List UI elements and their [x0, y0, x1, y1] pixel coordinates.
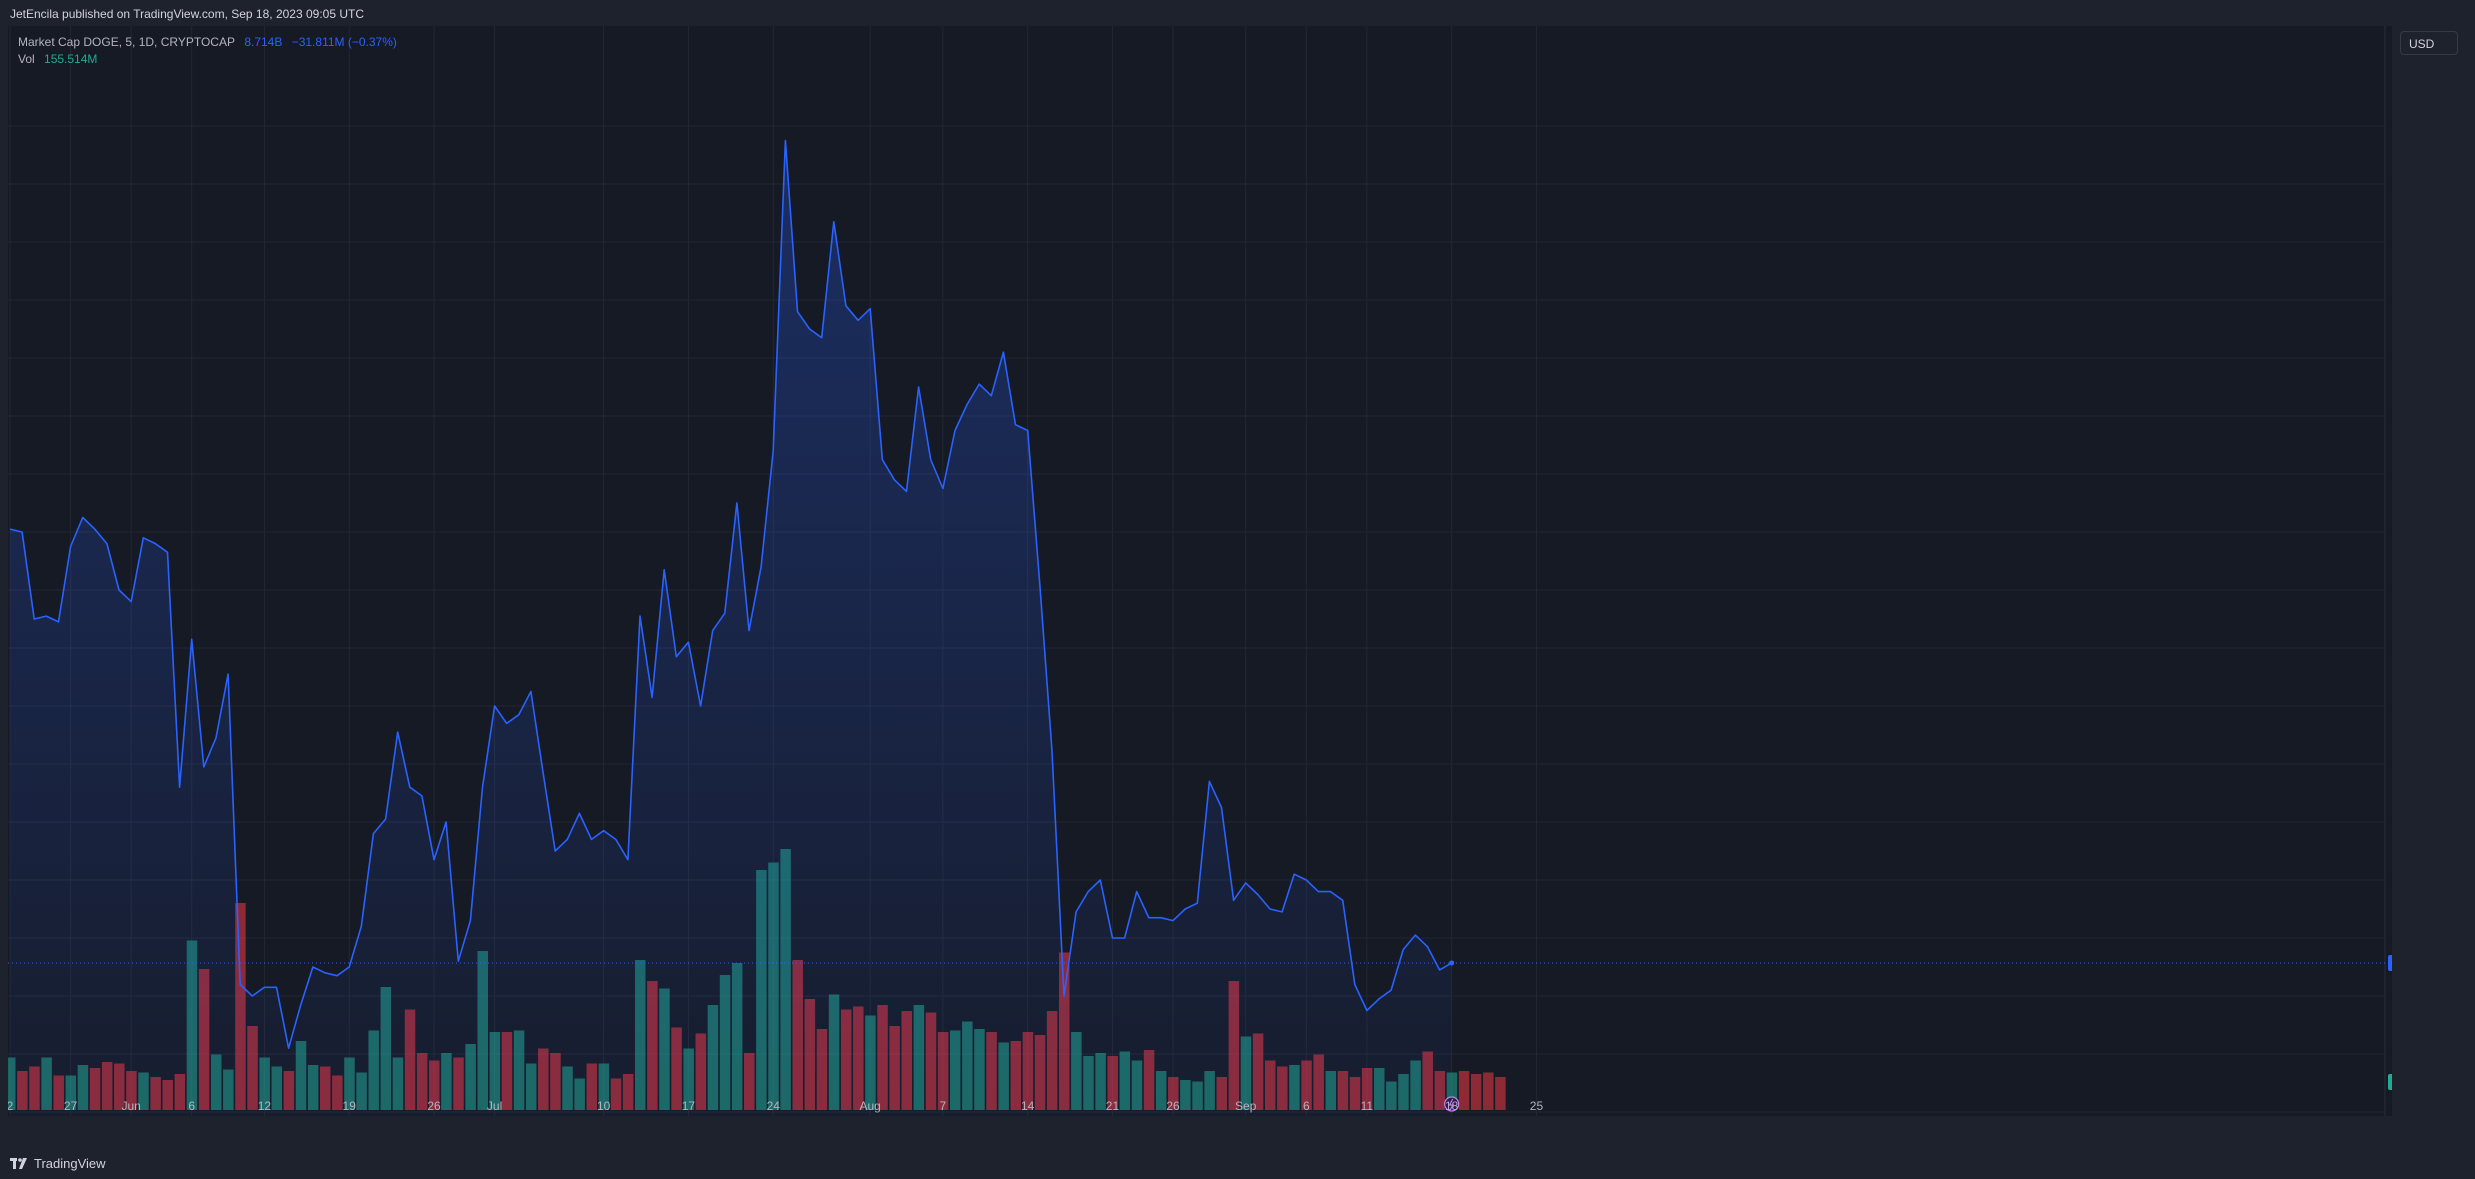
- footer-brand: TradingView: [34, 1156, 106, 1171]
- chart-area[interactable]: 8.2B8.4B8.6B8.8B9B9.2B9.4B9.6B9.8B10B10.…: [8, 26, 2392, 1116]
- x-tick-label: 18: [1445, 1099, 1459, 1113]
- legend-vol-label[interactable]: Vol: [18, 52, 35, 66]
- tradingview-icon: [10, 1157, 27, 1169]
- x-tick-label: 6: [1303, 1099, 1310, 1113]
- flash-icon: [1444, 1096, 1460, 1112]
- x-tick-label: 10: [597, 1099, 611, 1113]
- price-line: [9, 139, 1453, 1049]
- tradingview-logo[interactable]: TradingView: [10, 1156, 106, 1171]
- x-tick-label: 11: [1361, 1099, 1374, 1113]
- x-tick-label: 12: [258, 1099, 272, 1113]
- x-tick-label: Sep: [1235, 1099, 1257, 1113]
- x-tick-label: 14: [1021, 1099, 1035, 1113]
- currency-button[interactable]: USD: [2400, 31, 2458, 55]
- x-tick-label: 26: [427, 1099, 441, 1113]
- price-badge: 8.714B: [2388, 954, 2392, 971]
- x-tick-label: 19: [343, 1099, 357, 1113]
- x-tick-label: 27: [64, 1099, 78, 1113]
- publisher-bar: JetEncila published on TradingView.com, …: [0, 0, 2475, 26]
- volume-badge-bg: [2388, 1074, 2392, 1090]
- chart-svg[interactable]: 8.2B8.4B8.6B8.8B9B9.2B9.4B9.6B9.8B10B10.…: [8, 26, 2392, 1116]
- volume-badge: 155.514M: [2388, 1074, 2392, 1090]
- price-area: [8, 139, 2385, 1116]
- volume-bar: [1470, 1074, 1482, 1110]
- flash-icon-circle: [1444, 1096, 1460, 1112]
- axes: 8.2B8.4B8.6B8.8B9B9.2B9.4B9.6B9.8B10B10.…: [8, 954, 2392, 1113]
- price-badge-bg: [2388, 954, 2392, 971]
- x-tick-label: Jun: [121, 1099, 140, 1113]
- flash-icon-bolt: [1448, 1098, 1454, 1110]
- x-tick-label: 26: [1166, 1099, 1180, 1113]
- volume-bar: [1458, 1071, 1470, 1110]
- publisher-text: JetEncila published on TradingView.com, …: [10, 7, 364, 21]
- chart-legend: Market Cap DOGE, 5, 1D, CRYPTOCAP 8.714B…: [18, 34, 403, 68]
- legend-change: −31.811M (−0.37%): [291, 35, 397, 49]
- x-tick-label: 25: [1530, 1099, 1544, 1113]
- x-tick-label: 21: [1106, 1099, 1120, 1113]
- footer-bar: TradingView: [0, 1150, 2475, 1179]
- price-area-fill: [10, 140, 1452, 1116]
- legend-symbol[interactable]: Market Cap DOGE, 5, 1D, CRYPTOCAP: [18, 35, 235, 49]
- x-tick-label: 6: [188, 1099, 195, 1113]
- volume-bar: [1446, 1072, 1458, 1110]
- legend-vol-value: 155.514M: [44, 52, 98, 66]
- volume-bar: [1495, 1077, 1506, 1110]
- x-tick-label: 7: [940, 1099, 947, 1113]
- x-tick-label: 17: [682, 1099, 696, 1113]
- x-tick-label: 24: [767, 1099, 781, 1113]
- x-tick-label: Aug: [859, 1099, 880, 1113]
- x-tick-label: 2: [8, 1099, 14, 1113]
- last-price-dot: [1449, 960, 1455, 966]
- volume-bar: [1483, 1072, 1494, 1110]
- x-tick-label: Jul: [487, 1099, 502, 1113]
- legend-last-value: 8.714B: [244, 35, 283, 49]
